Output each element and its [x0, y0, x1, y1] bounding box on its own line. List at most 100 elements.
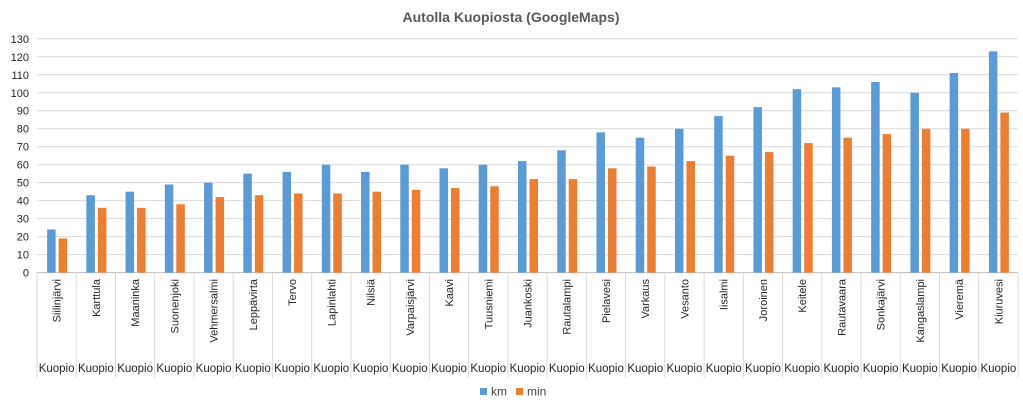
- bar-km: [47, 229, 56, 273]
- category-label: Sonkajärvi: [876, 279, 888, 330]
- group-label: Kuopio: [156, 363, 192, 375]
- bar-km: [714, 116, 723, 273]
- legend-swatch-min: [516, 388, 523, 395]
- legend-label-min: min: [527, 385, 546, 399]
- category-label: Kangaslampi: [915, 279, 927, 343]
- category-label: Juankoski: [523, 279, 535, 328]
- bar-km: [243, 173, 252, 273]
- bar-km: [282, 171, 292, 273]
- bar-km: [439, 168, 449, 273]
- bar-km: [204, 182, 213, 273]
- legend-swatch-km: [480, 388, 487, 395]
- category-label: Vesanto: [679, 279, 691, 319]
- category-label: Lapinlahti: [326, 279, 338, 326]
- category-label: Pielavesi: [601, 279, 613, 323]
- group-label: Kuopio: [588, 363, 624, 375]
- bar-min: [882, 134, 892, 273]
- group-label: Kuopio: [313, 363, 349, 375]
- y-tick-label: 120: [11, 52, 29, 64]
- category-label: Nilsiä: [366, 278, 378, 306]
- bar-km: [674, 128, 684, 273]
- category-label: Leppävirta: [248, 278, 260, 330]
- bar-km: [753, 107, 762, 273]
- y-tick-label: 10: [17, 250, 29, 262]
- group-label: Kuopio: [117, 363, 153, 375]
- bar-min: [411, 189, 421, 273]
- y-tick-label: 30: [17, 214, 29, 226]
- bar-km: [478, 164, 488, 273]
- bar-km: [596, 132, 605, 273]
- group-label: Kuopio: [78, 363, 114, 375]
- bar-km: [164, 184, 174, 273]
- bar-min: [961, 128, 970, 273]
- category-label: Kiuruvesi: [993, 279, 1005, 324]
- bar-min: [607, 168, 617, 273]
- bar-km: [321, 164, 331, 273]
- bar-km: [635, 137, 645, 273]
- category-label: Kaavi: [444, 279, 456, 307]
- group-label: Kuopio: [784, 363, 820, 375]
- category-label: Tuusniemi: [483, 279, 495, 329]
- bar-min: [843, 137, 852, 273]
- group-label: Kuopio: [824, 363, 860, 375]
- group-label: Kuopio: [667, 363, 703, 375]
- bar-km: [871, 81, 880, 273]
- bar-min: [647, 166, 656, 273]
- bar-km: [86, 195, 95, 273]
- group-label: Kuopio: [863, 363, 899, 375]
- bar-min: [333, 193, 342, 273]
- y-tick-label: 50: [17, 178, 29, 190]
- bar-km: [910, 92, 919, 273]
- category-label: Karttula: [91, 278, 103, 317]
- bar-min: [137, 207, 146, 273]
- bars: [47, 51, 1009, 273]
- y-tick-label: 60: [17, 160, 29, 172]
- bar-min: [97, 207, 107, 273]
- grid-lines: [37, 38, 1018, 274]
- y-tick-label: 40: [17, 196, 29, 208]
- bar-km: [518, 161, 527, 273]
- legend: km min: [480, 385, 546, 399]
- group-label: Kuopio: [470, 363, 506, 375]
- group-label: Kuopio: [941, 363, 977, 375]
- bar-min: [1000, 112, 1009, 273]
- group-label: Kuopio: [431, 363, 467, 375]
- bar-min: [254, 195, 264, 273]
- legend-label-km: km: [491, 385, 507, 399]
- group-label: Kuopio: [510, 363, 546, 375]
- bar-min: [764, 152, 774, 273]
- group-label: Kuopio: [745, 363, 781, 375]
- category-label: Vehmersalmi: [209, 279, 221, 343]
- bar-km: [400, 164, 409, 273]
- group-label: Kuopio: [196, 363, 232, 375]
- bar-km: [831, 87, 841, 273]
- group-label: Kuopio: [353, 363, 389, 375]
- bar-km: [949, 72, 959, 273]
- bar-min: [568, 179, 578, 273]
- group-label: Kuopio: [627, 363, 663, 375]
- category-label: Iisalmi: [719, 279, 731, 310]
- category-label: Rautavaara: [836, 278, 848, 336]
- category-label: Vieremä: [954, 278, 966, 320]
- group-label: Kuopio: [549, 363, 585, 375]
- category-label: Joroinen: [758, 279, 770, 321]
- y-tick-label: 130: [11, 34, 29, 46]
- bar-min: [372, 191, 382, 273]
- y-tick-label: 70: [17, 142, 29, 154]
- group-label: Kuopio: [902, 363, 938, 375]
- bar-min: [176, 204, 185, 273]
- bar-km: [988, 51, 998, 273]
- group-label: Kuopio: [392, 363, 428, 375]
- y-tick-label: 100: [11, 88, 29, 100]
- bar-min: [451, 188, 460, 273]
- y-tick-label: 80: [17, 124, 29, 136]
- bar-min: [725, 155, 735, 273]
- bar-min: [529, 179, 538, 273]
- x-axis-categories: Siilinjärvi Kuopio Karttula Kuopio Maaninka K…: [36, 272, 1019, 378]
- y-axis-ticks: 0 10 20 30 40 50 60 70 80 90 100 110 120 130: [11, 34, 29, 280]
- group-label: Kuopio: [39, 363, 75, 375]
- group-label: Kuopio: [980, 363, 1016, 375]
